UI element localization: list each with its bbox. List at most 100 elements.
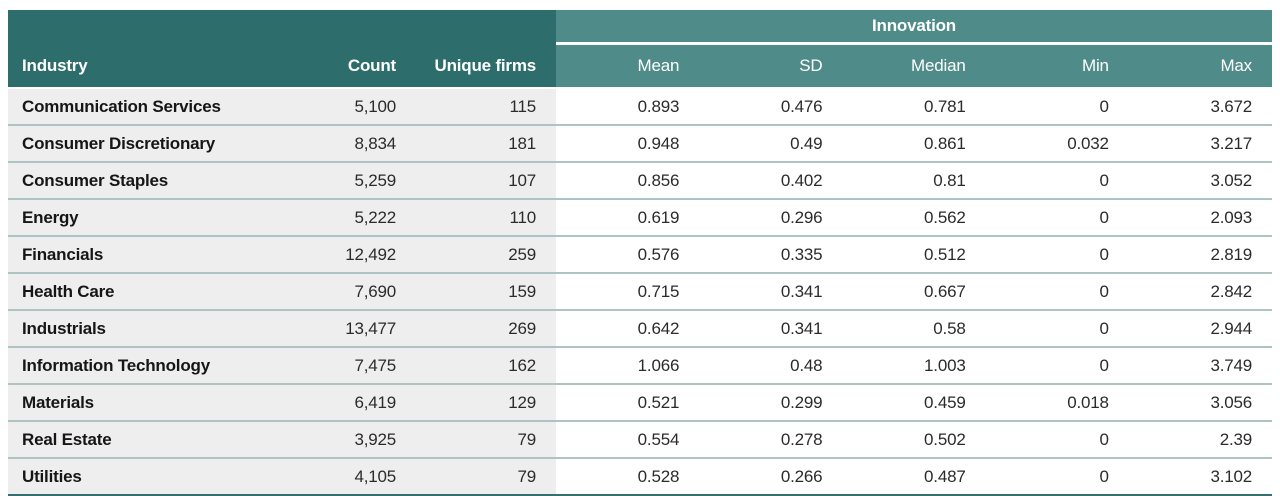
max-cell: 2.842 — [1128, 272, 1272, 309]
median-cell: 0.781 — [842, 87, 986, 124]
count-cell: 6,419 — [298, 383, 416, 420]
table-row: Energy 5,222 110 0.619 0.296 0.562 0 2.093 — [8, 198, 1272, 235]
min-cell: 0 — [985, 161, 1129, 198]
table-row: Industrials 13,477 269 0.642 0.341 0.58 0 2.944 — [8, 309, 1272, 346]
col-header-mean: Mean — [556, 45, 700, 87]
unique-firms-cell: 79 — [416, 420, 557, 457]
count-cell: 12,492 — [298, 235, 416, 272]
min-cell: 0 — [985, 272, 1129, 309]
mean-cell: 0.642 — [556, 309, 700, 346]
mean-cell: 1.066 — [556, 346, 700, 383]
table-row: Real Estate 3,925 79 0.554 0.278 0.502 0 2.39 — [8, 420, 1272, 457]
count-cell: 5,259 — [298, 161, 416, 198]
min-cell: 0 — [985, 346, 1129, 383]
median-cell: 0.81 — [842, 161, 986, 198]
count-cell: 3,925 — [298, 420, 416, 457]
sd-cell: 0.48 — [699, 346, 843, 383]
unique-firms-cell: 159 — [416, 272, 557, 309]
unique-firms-cell: 110 — [416, 198, 557, 235]
col-header-median: Median — [842, 45, 986, 87]
unique-firms-cell: 115 — [416, 87, 557, 124]
table-row: Consumer Staples 5,259 107 0.856 0.402 0.81 0 3… — [8, 161, 1272, 198]
unique-firms-cell: 259 — [416, 235, 557, 272]
table-body: Communication Services 5,100 115 0.893 0.476… — [8, 87, 1272, 496]
sd-cell: 0.335 — [699, 235, 843, 272]
median-cell: 0.861 — [842, 124, 986, 161]
median-cell: 1.003 — [842, 346, 986, 383]
industry-cell: Communication Services — [8, 87, 298, 124]
sd-cell: 0.266 — [699, 457, 843, 496]
mean-cell: 0.893 — [556, 87, 700, 124]
sd-cell: 0.476 — [699, 87, 843, 124]
median-cell: 0.487 — [842, 457, 986, 496]
sd-cell: 0.299 — [699, 383, 843, 420]
industry-cell: Consumer Staples — [8, 161, 298, 198]
col-header-industry: Industry — [8, 45, 298, 87]
unique-firms-cell: 107 — [416, 161, 557, 198]
industry-cell: Materials — [8, 383, 298, 420]
unique-firms-cell: 79 — [416, 457, 557, 496]
industry-cell: Information Technology — [8, 346, 298, 383]
sd-cell: 0.278 — [699, 420, 843, 457]
min-cell: 0 — [985, 87, 1129, 124]
group-header-innovation: Innovation — [556, 10, 1272, 45]
count-cell: 13,477 — [298, 309, 416, 346]
median-cell: 0.502 — [842, 420, 986, 457]
sd-cell: 0.341 — [699, 272, 843, 309]
industry-cell: Financials — [8, 235, 298, 272]
max-cell: 3.749 — [1128, 346, 1272, 383]
table-row: Health Care 7,690 159 0.715 0.341 0.667 0 2.842 — [8, 272, 1272, 309]
count-cell: 4,105 — [298, 457, 416, 496]
max-cell: 3.052 — [1128, 161, 1272, 198]
industry-cell: Real Estate — [8, 420, 298, 457]
sd-cell: 0.49 — [699, 124, 843, 161]
count-cell: 7,475 — [298, 346, 416, 383]
table-row: Consumer Discretionary 8,834 181 0.948 0.49 0… — [8, 124, 1272, 161]
min-cell: 0 — [985, 457, 1129, 496]
mean-cell: 0.576 — [556, 235, 700, 272]
sd-cell: 0.296 — [699, 198, 843, 235]
count-cell: 5,222 — [298, 198, 416, 235]
mean-cell: 0.554 — [556, 420, 700, 457]
max-cell: 2.944 — [1128, 309, 1272, 346]
table-row: Information Technology 7,475 162 1.066 0.48 1… — [8, 346, 1272, 383]
industry-cell: Utilities — [8, 457, 298, 496]
column-header-row: Industry Count Unique firms Mean SD Medi… — [8, 45, 1272, 87]
max-cell: 3.672 — [1128, 87, 1272, 124]
min-cell: 0 — [985, 198, 1129, 235]
table-row: Utilities 4,105 79 0.528 0.266 0.487 0 3.102 — [8, 457, 1272, 496]
unique-firms-cell: 162 — [416, 346, 557, 383]
unique-firms-cell: 129 — [416, 383, 557, 420]
median-cell: 0.58 — [842, 309, 986, 346]
industry-innovation-stats-table: Innovation Industry Count Unique firms M… — [8, 10, 1272, 496]
count-cell: 7,690 — [298, 272, 416, 309]
col-header-min: Min — [985, 45, 1129, 87]
mean-cell: 0.619 — [556, 198, 700, 235]
max-cell: 2.819 — [1128, 235, 1272, 272]
col-header-sd: SD — [699, 45, 843, 87]
mean-cell: 0.521 — [556, 383, 700, 420]
max-cell: 2.093 — [1128, 198, 1272, 235]
col-header-count: Count — [298, 45, 416, 87]
sd-cell: 0.402 — [699, 161, 843, 198]
median-cell: 0.512 — [842, 235, 986, 272]
group-header-spacer — [8, 10, 557, 45]
min-cell: 0.018 — [985, 383, 1129, 420]
min-cell: 0 — [985, 235, 1129, 272]
col-header-max: Max — [1128, 45, 1272, 87]
mean-cell: 0.715 — [556, 272, 700, 309]
mean-cell: 0.948 — [556, 124, 700, 161]
max-cell: 3.056 — [1128, 383, 1272, 420]
median-cell: 0.667 — [842, 272, 986, 309]
mean-cell: 0.856 — [556, 161, 700, 198]
median-cell: 0.562 — [842, 198, 986, 235]
summary-table: Innovation Industry Count Unique firms M… — [8, 10, 1272, 496]
count-cell: 8,834 — [298, 124, 416, 161]
min-cell: 0 — [985, 309, 1129, 346]
industry-cell: Consumer Discretionary — [8, 124, 298, 161]
industry-cell: Health Care — [8, 272, 298, 309]
table-row: Materials 6,419 129 0.521 0.299 0.459 0.018 3.0… — [8, 383, 1272, 420]
max-cell: 3.102 — [1128, 457, 1272, 496]
group-header-row: Innovation — [8, 10, 1272, 45]
count-cell: 5,100 — [298, 87, 416, 124]
